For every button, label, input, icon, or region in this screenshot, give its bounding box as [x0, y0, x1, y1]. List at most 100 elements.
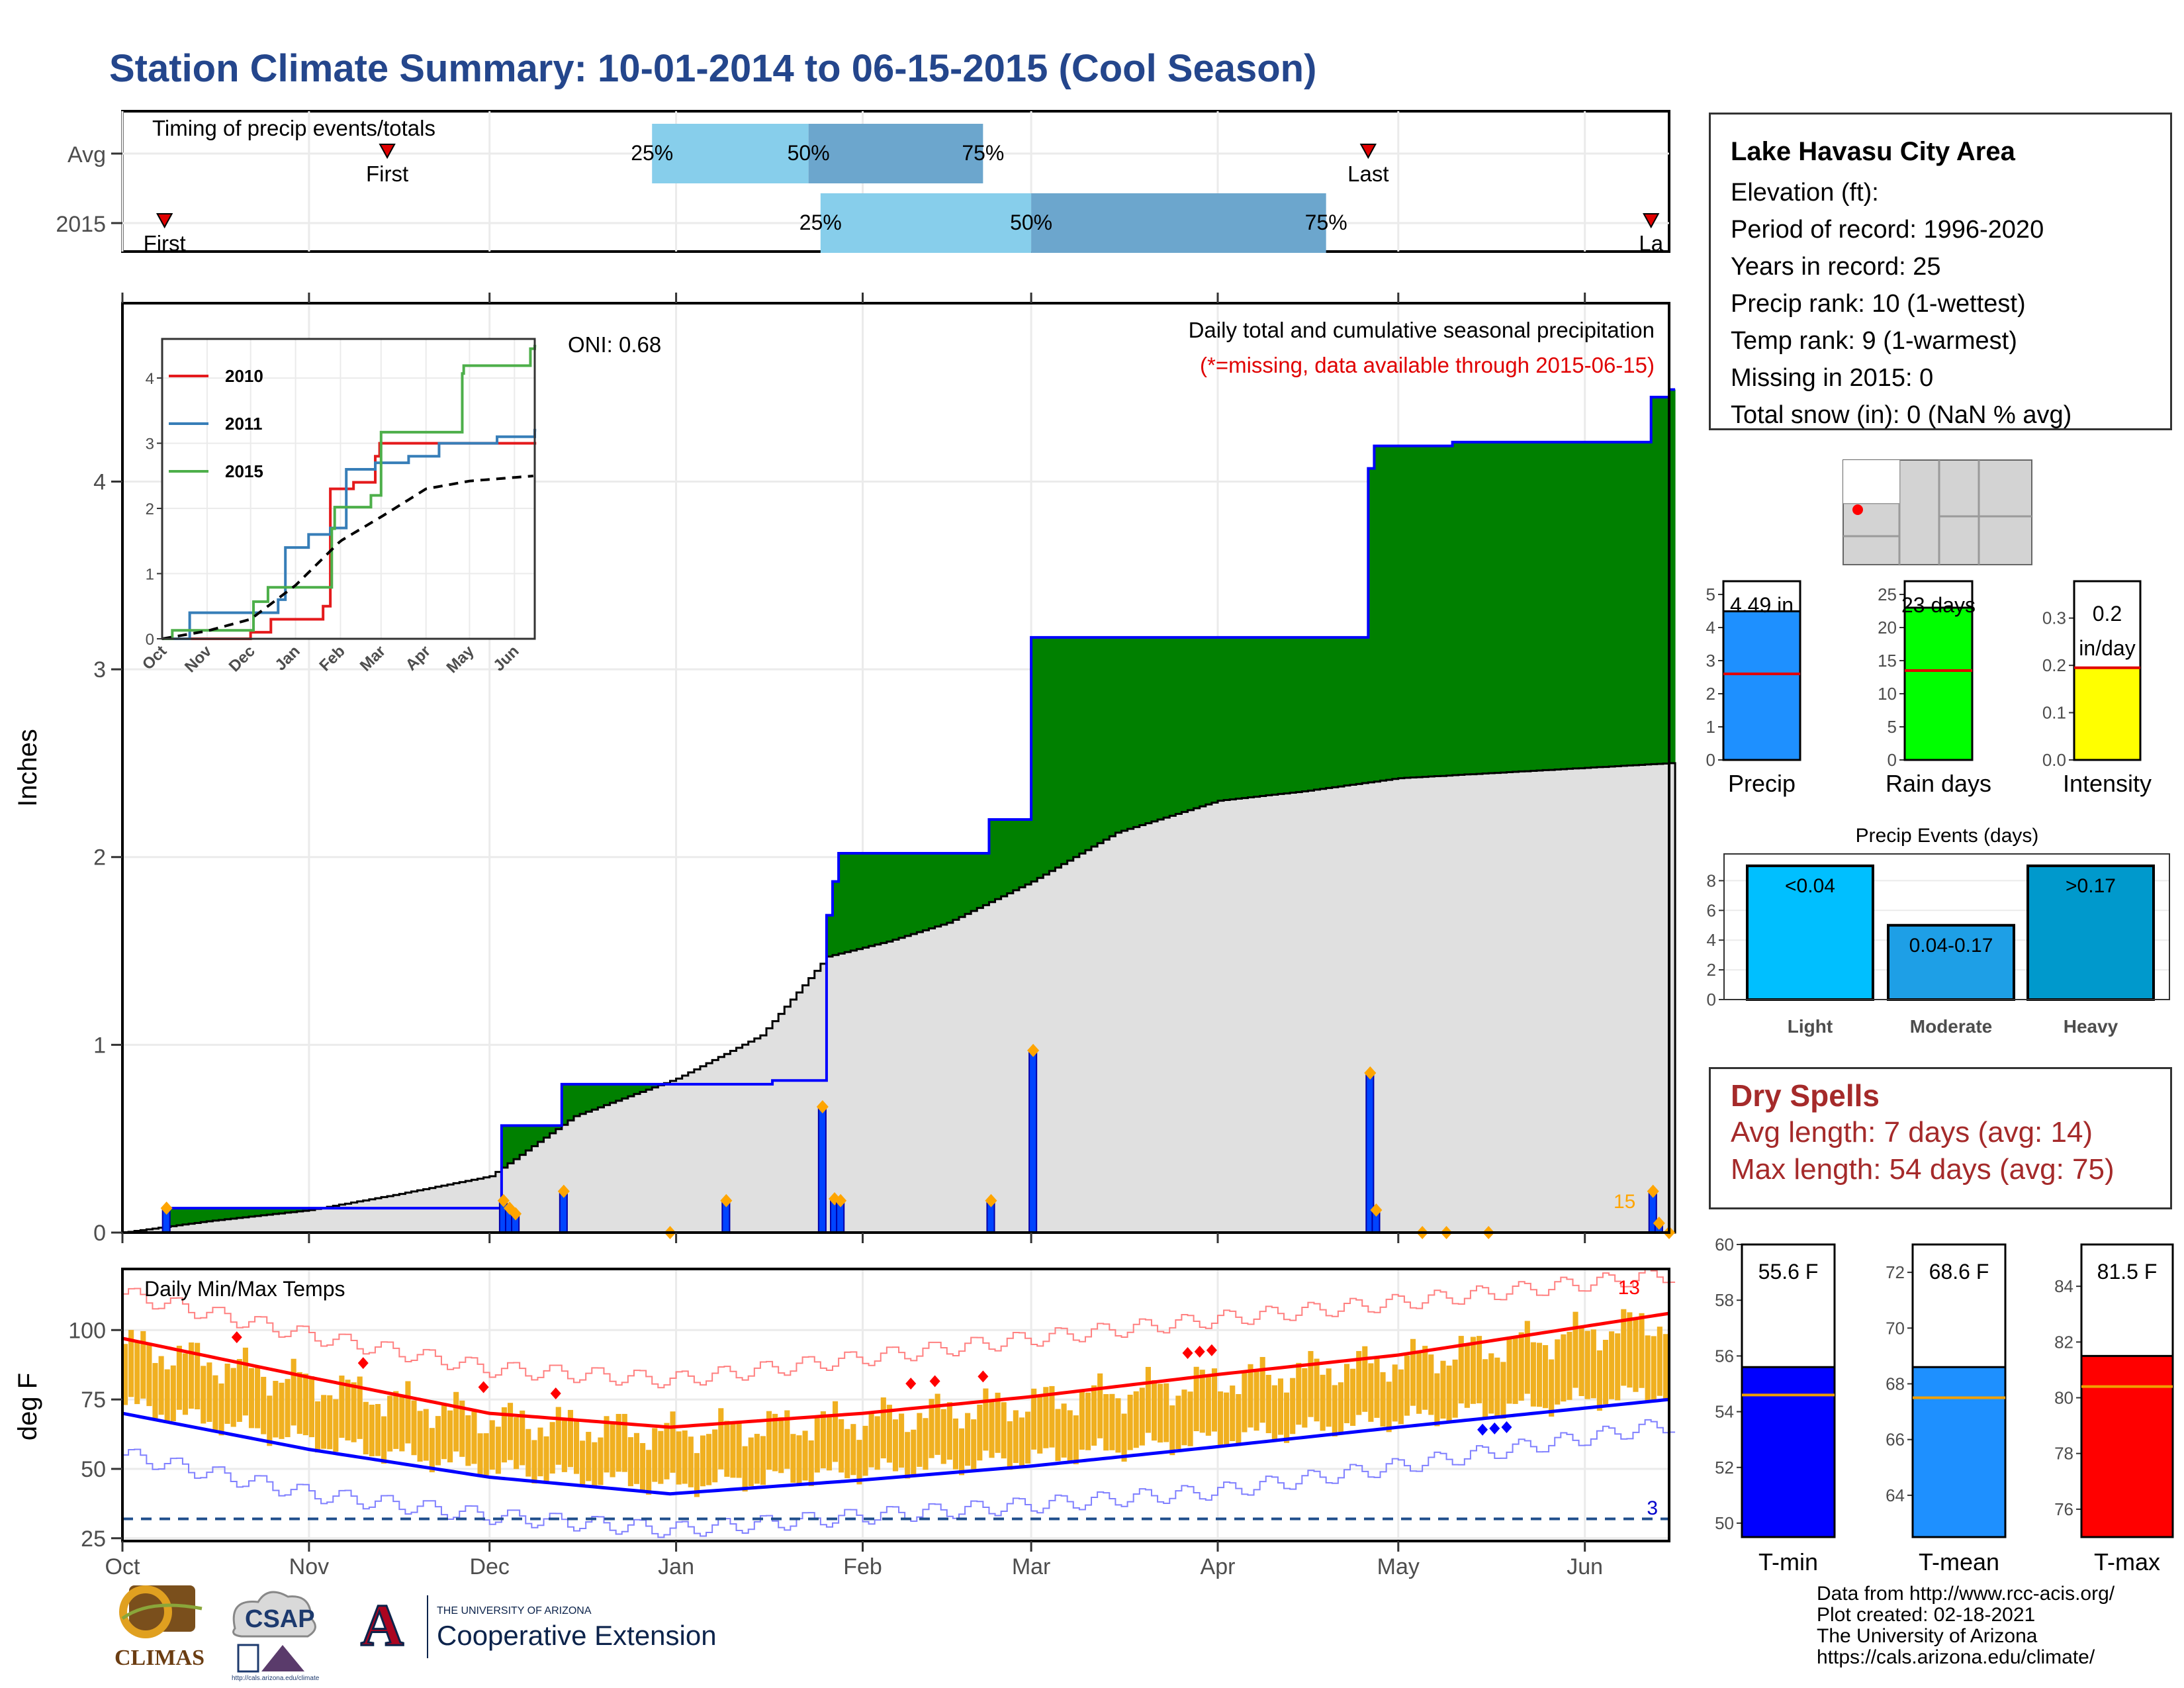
temp-daily-bar: [874, 1416, 880, 1470]
summary-ytick-label: 2: [1706, 684, 1715, 704]
precip-surplus-fill: [507, 1125, 514, 1164]
precip-surplus-fill: [1242, 637, 1248, 798]
precip-surplus-fill: [1602, 442, 1610, 767]
temp-daily-bar: [520, 1410, 525, 1466]
summary-ytick-label: 0.1: [2042, 703, 2066, 723]
temp-daily-bar: [742, 1446, 748, 1492]
temp-daily-bar: [1416, 1352, 1422, 1414]
precip-surplus-fill: [1037, 637, 1044, 878]
temp-daily-bar: [381, 1416, 387, 1464]
precip-surplus-fill: [206, 1208, 213, 1221]
precip-surplus-fill: [291, 1208, 298, 1213]
temp-daily-bar: [1602, 1340, 1609, 1405]
precip-surplus-fill: [1127, 637, 1134, 829]
precip-surplus-fill: [1392, 445, 1399, 779]
inset-ytick-label: 3: [146, 436, 154, 453]
precip-surplus-fill: [1639, 442, 1646, 765]
temp-ytick-label: 75: [81, 1387, 106, 1413]
precip-surplus-fill: [892, 853, 899, 940]
precip-surplus-fill: [189, 1208, 195, 1224]
temp-daily-bar: [1230, 1385, 1236, 1442]
temp-daily-bar: [549, 1422, 555, 1474]
precip-surplus-fill: [850, 853, 857, 951]
temp-record-high-marker-icon: [550, 1387, 561, 1400]
temp-summary-ytick-label: 84: [2054, 1276, 2073, 1296]
precip-surplus-fill: [1440, 445, 1447, 776]
timing-bar-25-50: [652, 124, 809, 183]
precip-surplus-fill: [1343, 637, 1351, 786]
temp-daily-bar: [122, 1344, 128, 1405]
precip-surplus-fill: [1265, 637, 1273, 796]
temp-daily-bar: [1434, 1373, 1440, 1427]
precip-surplus-fill: [833, 881, 839, 955]
locator-map: [1843, 459, 2032, 565]
temp-daily-bar: [261, 1376, 267, 1434]
temp-daily-bar: [778, 1417, 784, 1474]
precip-events-ytick-label: 6: [1707, 900, 1716, 920]
temp-daily-bar: [333, 1399, 339, 1452]
temp-daily-bar: [833, 1401, 839, 1462]
timing-marker-label: Last: [1347, 162, 1388, 186]
summary-bar-label: Intensity: [2063, 770, 2152, 797]
temp-daily-bar: [537, 1427, 543, 1477]
precip-surplus-fill: [1452, 442, 1459, 776]
precip-surplus-fill: [296, 1208, 304, 1211]
temp-daily-bar: [1518, 1332, 1524, 1401]
temp-daily-bar: [1217, 1391, 1224, 1446]
precip-surplus-fill: [826, 915, 833, 957]
temp-daily-bar: [772, 1413, 778, 1472]
precip-daily-marker-icon: [1027, 1043, 1040, 1057]
ua-logo: A THE UNIVERSITY OF ARIZONA Cooperative …: [360, 1592, 717, 1660]
temp-ytick-label: 50: [81, 1457, 106, 1482]
temp-daily-bar: [574, 1421, 580, 1474]
precip-surplus-fill: [1609, 442, 1615, 767]
temp-daily-bar: [1133, 1391, 1139, 1448]
precip-surplus-fill: [1488, 442, 1495, 773]
temp-daily-bar: [682, 1430, 688, 1484]
temp-xtick-label: Oct: [105, 1554, 140, 1579]
precip-surplus-fill: [1055, 637, 1062, 868]
precip-surplus-fill: [1271, 637, 1279, 795]
timing-row-label: Avg: [68, 142, 106, 167]
temp-summary-ytick-label: 80: [2054, 1388, 2073, 1408]
precip-surplus-fill: [1284, 637, 1291, 794]
timing-pct-label: 50%: [788, 141, 830, 165]
temp-daily-bar: [195, 1342, 201, 1409]
station-missing: Missing in 2015: 0: [1731, 364, 1934, 392]
temp-daily-bar: [212, 1375, 218, 1430]
summary-ytick-label: 0.2: [2042, 655, 2066, 675]
temp-daily-bar: [1139, 1387, 1145, 1446]
logos: CLIMAS CSAP http://cals.arizona.edu/clim…: [114, 1585, 717, 1681]
temp-daily-bar: [1651, 1336, 1657, 1402]
temp-daily-bar: [134, 1340, 140, 1405]
temp-daily-bar: [1343, 1364, 1350, 1423]
temp-daily-bar: [189, 1342, 195, 1409]
precip-surplus-fill: [201, 1208, 207, 1223]
precip-daily-marker-icon: [1647, 1184, 1659, 1198]
precip-surplus-fill: [844, 853, 851, 953]
page-title: Station Climate Summary: 10-01-2014 to 0…: [109, 47, 1317, 90]
precip-events-chart: Precip Events (days) 0 2 4 6 8 <0.04 Light 0.04-…: [1707, 825, 2170, 1037]
timing-marker-icon: [1359, 144, 1377, 160]
temp-daily-bar: [868, 1412, 874, 1468]
temp-daily-bar: [977, 1404, 983, 1461]
summary-ytick-label: 4: [1706, 618, 1715, 637]
precip-count-label: 15: [1614, 1191, 1635, 1213]
temp-summary-label: T-min: [1758, 1548, 1818, 1575]
temp-daily-bar: [940, 1409, 946, 1464]
temp-daily-bar: [724, 1421, 730, 1477]
temp-daily-bar: [1067, 1410, 1073, 1462]
precip-events-category: Light: [1788, 1016, 1833, 1037]
temp-record-high-marker-icon: [231, 1331, 242, 1344]
temp-daily-bar: [170, 1365, 176, 1421]
temp-daily-bar: [1181, 1389, 1187, 1446]
timing-panel: Avg 25% 50% 75% First Last 2015 25% 50% 75% First L…: [56, 110, 1670, 256]
temp-ytick-label: 100: [68, 1318, 106, 1343]
precip-daily-bar: [1028, 1049, 1038, 1233]
dry-spells-avg: Avg length: 7 days (avg: 14): [1731, 1116, 2093, 1149]
temp-daily-bar: [357, 1376, 363, 1439]
precip-surplus-fill: [549, 1125, 557, 1133]
temp-summary-bar: [1741, 1366, 1836, 1538]
temp-daily-bar: [285, 1379, 291, 1438]
temp-daily-bar: [1374, 1357, 1380, 1418]
